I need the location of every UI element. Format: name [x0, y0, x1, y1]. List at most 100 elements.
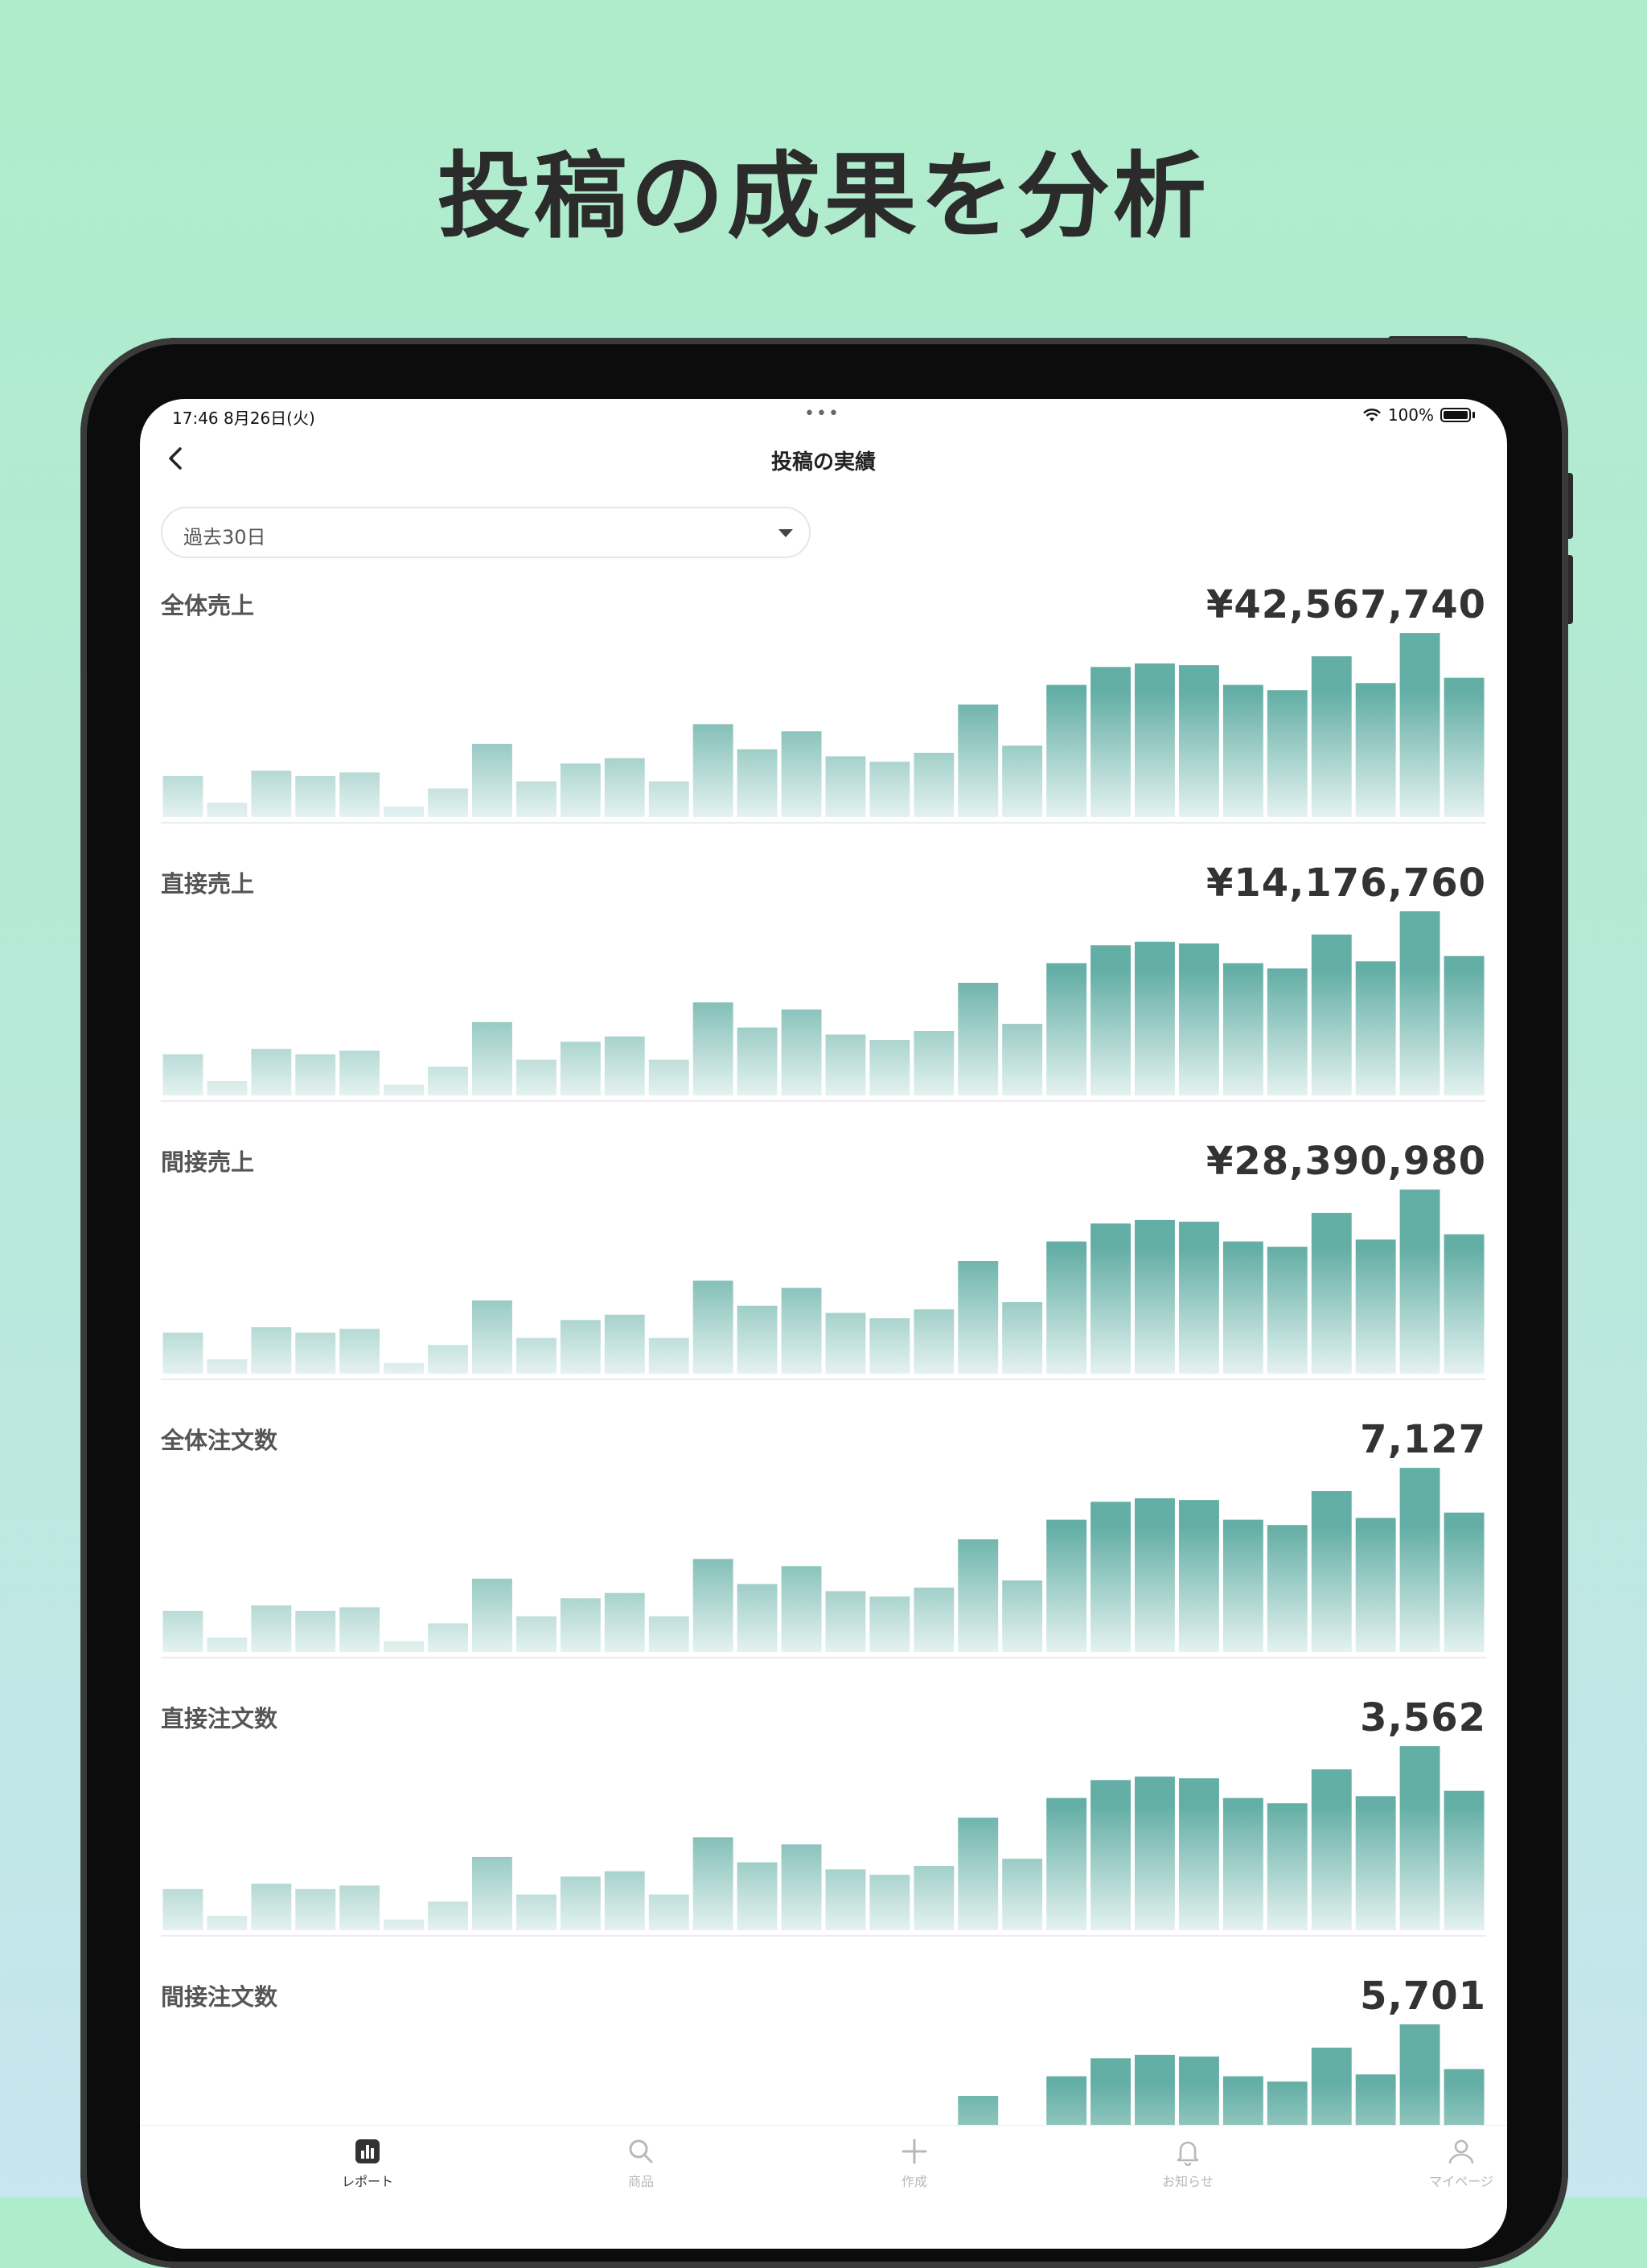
bar-2	[207, 1916, 248, 1930]
divider	[161, 822, 1486, 824]
bar-28	[1355, 1518, 1396, 1652]
bar-7	[428, 1345, 468, 1374]
bar-23	[1135, 1498, 1175, 1652]
bar-28	[1355, 1796, 1396, 1930]
page-title: 投稿の実績	[770, 450, 876, 475]
metric-card[interactable]: 直接注文数 3,562	[161, 1695, 1486, 1978]
metric-label: 全体注文数	[161, 1427, 278, 1454]
bar-28	[1355, 961, 1396, 1095]
bar-9	[516, 1894, 557, 1930]
tab-create[interactable]: 作成	[866, 2137, 963, 2190]
bar-16	[825, 1591, 866, 1652]
bar-chart	[162, 1746, 1485, 1930]
tab-label: お知らせ	[1162, 2174, 1214, 2189]
volume-up-button	[1565, 473, 1573, 539]
bar-14	[737, 1584, 778, 1652]
period-select-value: 過去30日	[183, 526, 266, 549]
bar-12	[648, 1616, 689, 1652]
bar-29	[1399, 1189, 1440, 1374]
multitask-dots[interactable]: •••	[804, 404, 840, 424]
bar-22	[1090, 1502, 1131, 1652]
bar-13	[692, 724, 733, 817]
period-select[interactable]: 過去30日	[161, 507, 811, 558]
bar-22	[1090, 1223, 1131, 1374]
bar-15	[781, 1009, 822, 1095]
bar-17	[869, 1875, 910, 1930]
metric-value: ¥14,176,760	[1205, 861, 1486, 906]
bar-6	[384, 1362, 425, 1374]
tab-label: レポート	[341, 2174, 393, 2189]
tab-label: 作成	[901, 2174, 927, 2189]
bar-10	[560, 1320, 601, 1374]
status-time: 17:46 8月26日(火)	[172, 409, 315, 428]
bar-16	[825, 1313, 866, 1374]
bar-1	[162, 775, 203, 817]
metric-card[interactable]: 全体注文数 7,127	[161, 1417, 1486, 1700]
divider	[161, 1100, 1486, 1102]
bar-14	[737, 749, 778, 817]
bar-19	[958, 1261, 999, 1374]
bar-20	[1002, 1302, 1043, 1374]
metric-label: 間接売上	[161, 1148, 255, 1176]
bar-14	[737, 1305, 778, 1374]
bar-29	[1399, 1746, 1440, 1930]
bar-5	[339, 772, 380, 817]
bar-chart	[162, 911, 1485, 1095]
bar-25	[1222, 1798, 1263, 1930]
bar-10	[560, 1598, 601, 1652]
bar-20	[1002, 1859, 1043, 1930]
bar-11	[604, 1314, 645, 1374]
bar-30	[1444, 1512, 1485, 1652]
bar-30	[1444, 677, 1485, 817]
bar-7	[428, 1623, 468, 1652]
bar-22	[1090, 667, 1131, 817]
bar-13	[692, 1559, 733, 1652]
bar-30	[1444, 1234, 1485, 1374]
metric-card[interactable]: 直接売上 ¥14,176,760	[161, 861, 1486, 1144]
bar-22	[1090, 1780, 1131, 1930]
metric-value: 7,127	[1360, 1417, 1486, 1462]
bar-25	[1222, 684, 1263, 817]
tab-mypage[interactable]: マイページ	[1413, 2137, 1507, 2190]
back-chevron-icon[interactable]	[159, 442, 191, 475]
bar-30	[1444, 1790, 1485, 1930]
bar-20	[1002, 746, 1043, 817]
tab-bar: レポート 商品 作成 お知らせ	[140, 2125, 1507, 2249]
bar-14	[737, 1027, 778, 1095]
bar-17	[869, 1596, 910, 1652]
bar-30	[1444, 955, 1485, 1095]
tab-report[interactable]: レポート	[319, 2137, 416, 2190]
metric-label: 直接注文数	[161, 1705, 278, 1732]
bar-19	[958, 1539, 999, 1652]
bar-3	[251, 1049, 292, 1095]
bar-16	[825, 1034, 866, 1095]
bar-29	[1399, 633, 1440, 817]
bar-15	[781, 1288, 822, 1374]
bar-7	[428, 1066, 468, 1095]
bar-13	[692, 1002, 733, 1095]
metric-label: 間接注文数	[161, 1983, 278, 2011]
volume-down-button	[1565, 555, 1573, 624]
bar-3	[251, 1327, 292, 1374]
bar-24	[1179, 943, 1219, 1095]
bar-2	[207, 1637, 248, 1652]
bar-25	[1222, 1241, 1263, 1374]
bar-4	[295, 1332, 336, 1374]
bar-13	[692, 1280, 733, 1374]
bar-23	[1135, 941, 1175, 1095]
tab-products[interactable]: 商品	[593, 2137, 689, 2190]
metric-card[interactable]: 間接売上 ¥28,390,980	[161, 1139, 1486, 1422]
bar-3	[251, 770, 292, 817]
bar-9	[516, 781, 557, 817]
bar-13	[692, 1837, 733, 1930]
bar-23	[1135, 1219, 1175, 1374]
metric-card[interactable]: 全体売上 ¥42,567,740	[161, 582, 1486, 865]
bar-28	[1355, 683, 1396, 817]
bar-16	[825, 756, 866, 817]
bar-14	[737, 1862, 778, 1930]
tab-notifications[interactable]: お知らせ	[1140, 2137, 1236, 2190]
bar-18	[914, 1866, 955, 1930]
bar-1	[162, 1054, 203, 1095]
bar-9	[516, 1337, 557, 1374]
metric-label: 直接売上	[161, 870, 255, 898]
